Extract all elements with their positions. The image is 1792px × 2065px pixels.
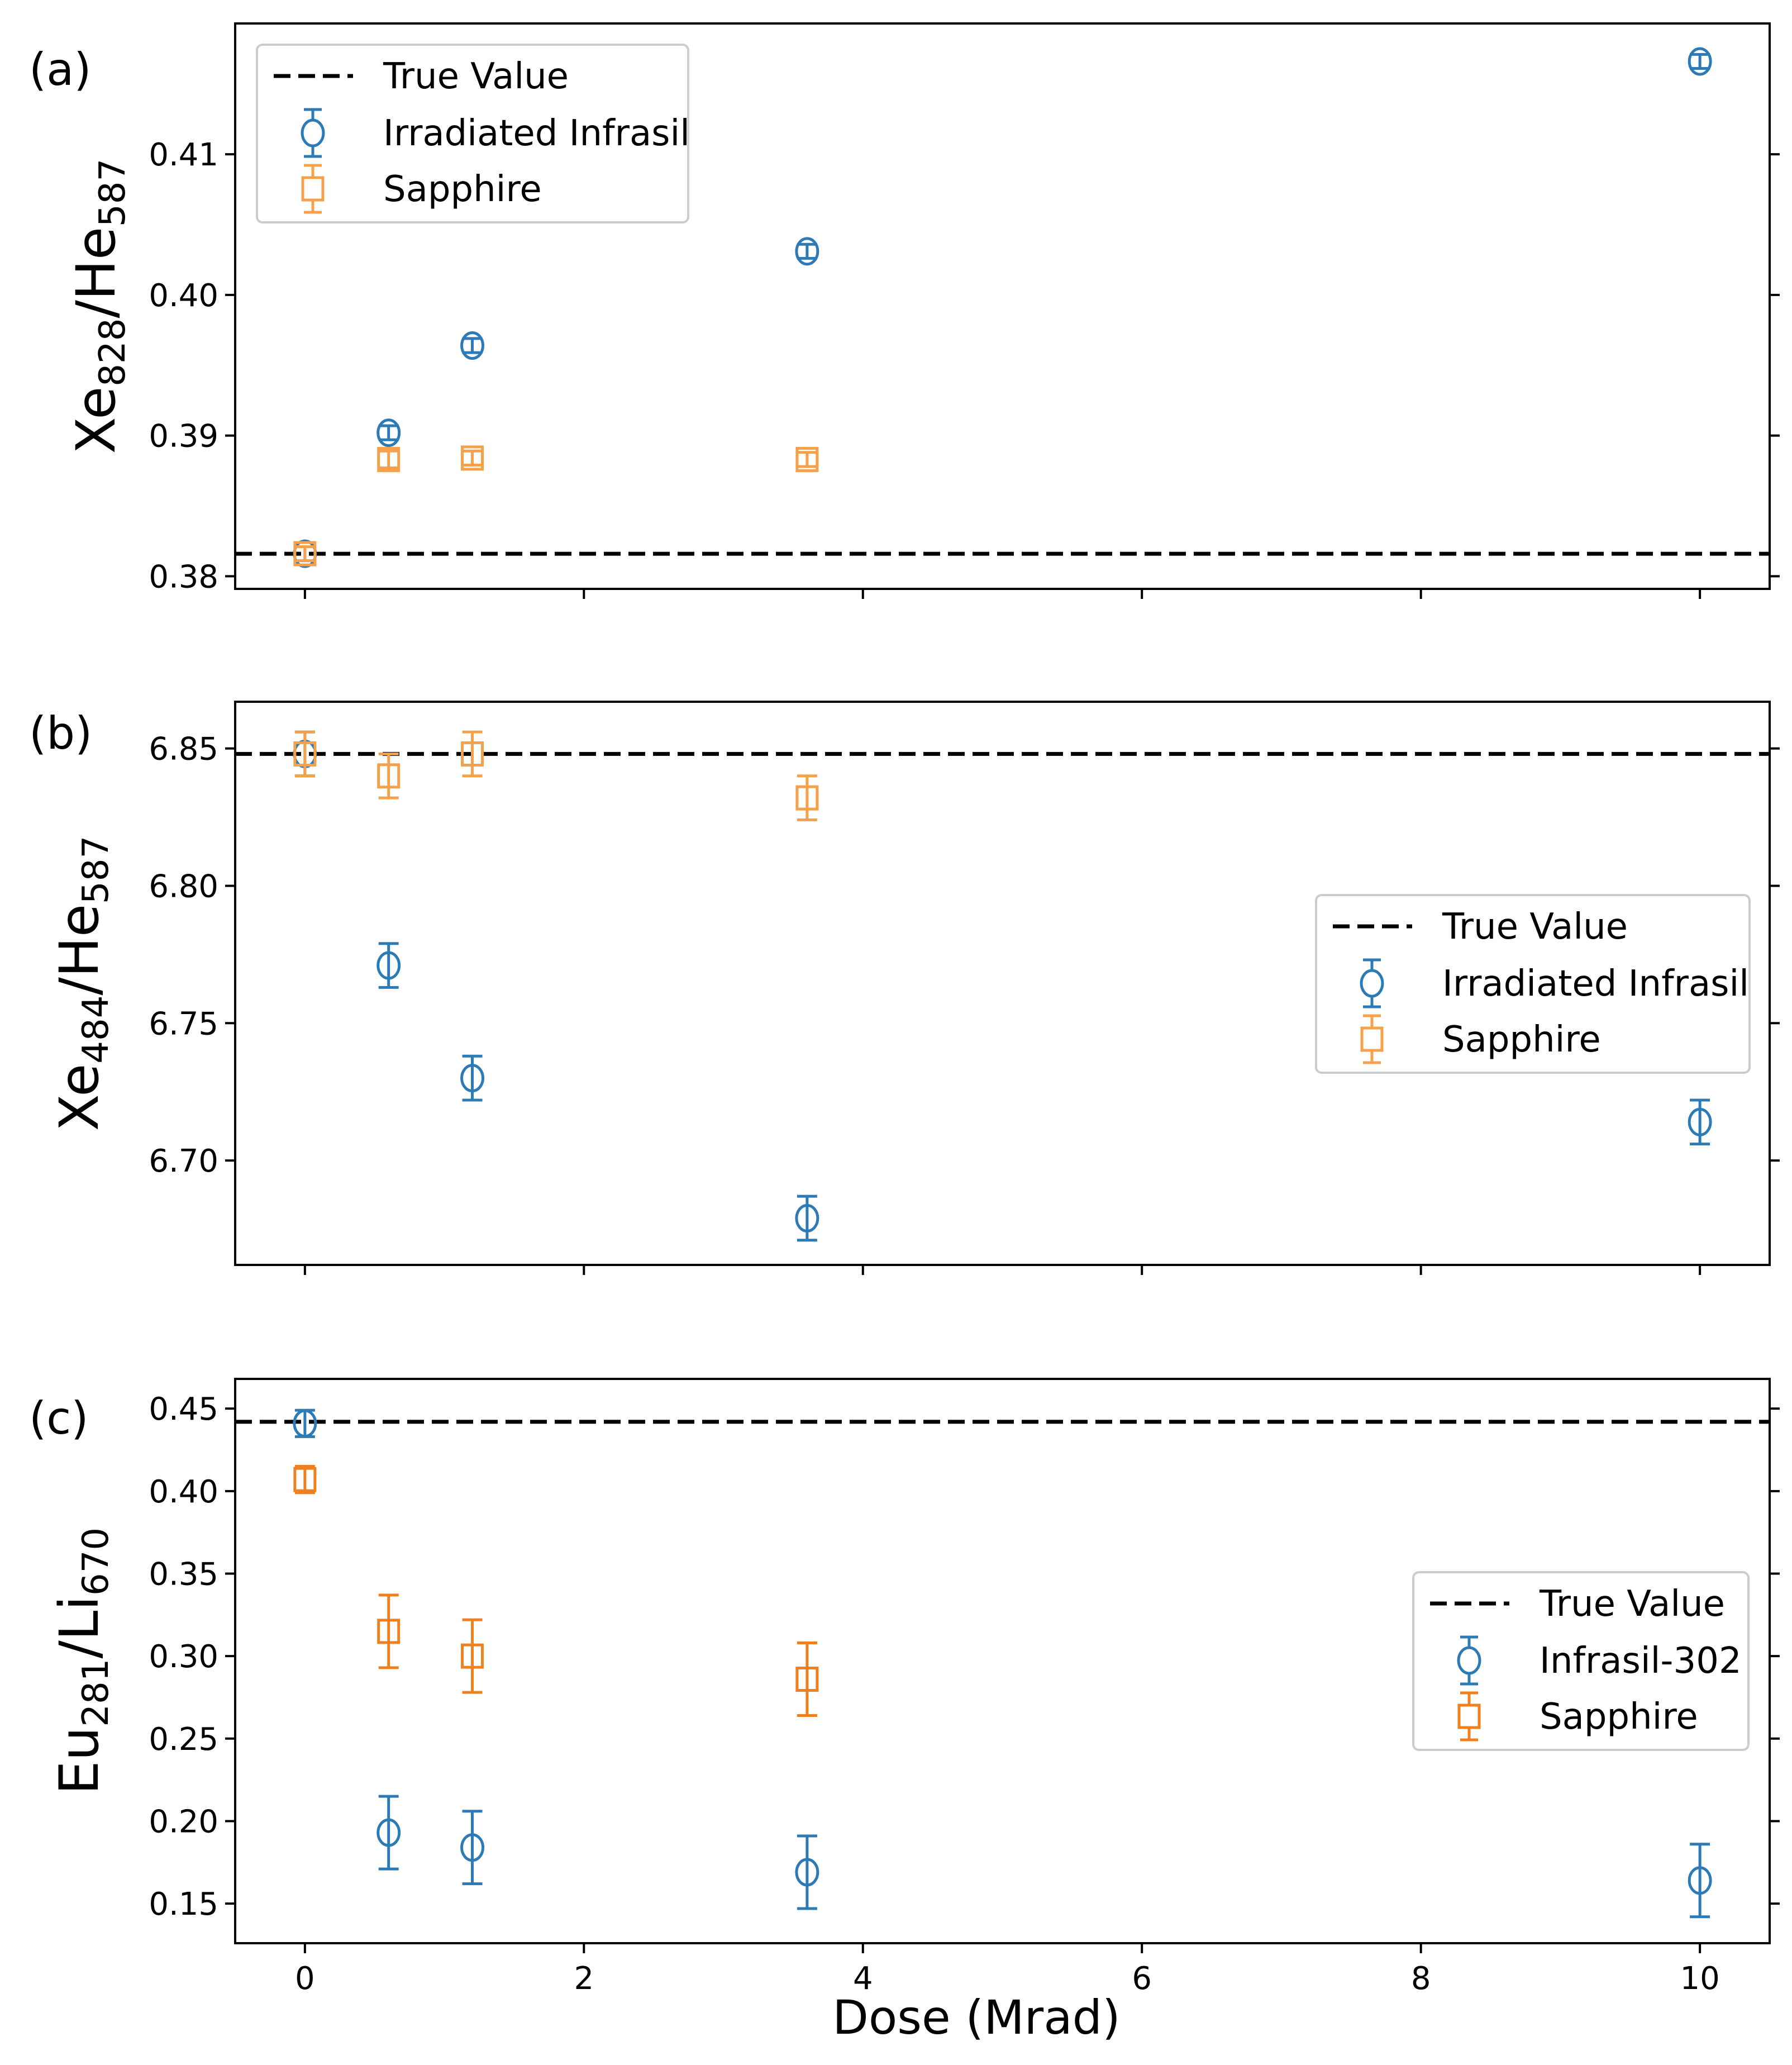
series-sapphire	[293, 730, 819, 821]
data-point-square	[293, 1467, 317, 1492]
data-point-circle	[460, 331, 485, 360]
data-point-circle	[376, 418, 401, 448]
legend: True Value Infrasil-302 Sapphire	[1412, 1571, 1750, 1751]
y-label-subscript: 587	[75, 836, 117, 904]
y-label-text: /He	[48, 904, 111, 996]
data-point-square	[377, 446, 401, 472]
legend-entry: Sapphire	[1540, 1696, 1698, 1738]
series-sapphire	[293, 1465, 819, 1717]
y-label-text: Xe	[65, 387, 127, 454]
legend: True Value Irradiated Infrasil Sapphire	[1315, 894, 1751, 1074]
y-axis-label: Xe484/He587	[48, 836, 117, 1131]
legend-box	[1315, 894, 1751, 1074]
y-tick-label: 0.30	[149, 1639, 218, 1675]
legend-box	[1412, 1571, 1750, 1751]
panel-label: (b)	[29, 707, 92, 759]
y-tick-label: 0.15	[149, 1886, 218, 1923]
y-label-subscript: 587	[92, 159, 134, 227]
data-point-square	[795, 1666, 819, 1692]
y-tick-label: 0.38	[149, 559, 218, 595]
y-tick-label: 0.20	[149, 1804, 218, 1840]
x-tick-label: 2	[574, 1961, 594, 1997]
legend-circle-symbol	[1457, 1646, 1481, 1675]
legend-entry: True Value	[1442, 906, 1628, 948]
legend-entry: True Value	[383, 56, 569, 97]
legend-circle-symbol	[301, 118, 325, 148]
legend-entry: Sapphire	[383, 169, 542, 210]
y-tick-label: 0.45	[149, 1391, 218, 1428]
data-point-square	[461, 1643, 484, 1669]
legend-square-symbol	[301, 176, 325, 202]
series-sapphire	[293, 445, 819, 567]
x-tick-label: 4	[853, 1961, 873, 1997]
data-point-circle	[293, 1409, 317, 1438]
data-point-square	[377, 763, 401, 789]
series-irradiated-infrasil	[293, 730, 1712, 1242]
y-label-text: Xe	[48, 1064, 111, 1131]
legend: True Value Irradiated Infrasil Sapphire	[256, 44, 690, 223]
data-point-circle	[795, 1858, 819, 1887]
y-tick-label: 0.40	[149, 1474, 218, 1510]
series-infrasil-302	[293, 1409, 1712, 1919]
legend-entry: True Value	[1539, 1583, 1725, 1625]
data-point-square	[795, 785, 819, 811]
data-point-circle	[1688, 1107, 1712, 1136]
data-point-circle	[1688, 47, 1712, 76]
legend-box	[256, 44, 689, 223]
y-tick-label: 6.70	[149, 1143, 218, 1179]
y-label-subscript: 484	[75, 996, 117, 1064]
data-point-square	[795, 446, 819, 472]
data-point-square	[461, 741, 484, 767]
data-point-circle	[795, 1203, 819, 1233]
legend-entry: Infrasil-302	[1540, 1640, 1742, 1682]
legend-circle-symbol	[1360, 969, 1384, 998]
y-label-text: Eu	[48, 1727, 111, 1795]
x-tick-label: 8	[1411, 1961, 1431, 1997]
legend-entry: Sapphire	[1442, 1019, 1601, 1060]
data-point-circle	[795, 237, 819, 266]
y-tick-label: 0.25	[149, 1721, 218, 1758]
y-axis-label: Xe828/He587	[65, 159, 134, 454]
axes-frame	[234, 1378, 1771, 1944]
y-tick-label: 0.40	[149, 278, 218, 314]
y-label-subscript: 828	[92, 318, 134, 387]
x-axis-label: Dose (Mrad)	[832, 1990, 1121, 2045]
y-label-text: /He	[65, 227, 127, 318]
x-tick-label: 6	[1132, 1961, 1152, 1997]
panel-c: (c) Eu281/Li670 0 2 4 6 8 10 0.15 0.20 0.25 0.30 0.3…	[29, 1378, 1780, 1997]
x-tick-label: 10	[1680, 1961, 1720, 1997]
legend-entry: Irradiated Infrasil	[383, 113, 690, 154]
y-tick-label: 0.35	[149, 1556, 218, 1592]
panel-label: (c)	[29, 1392, 88, 1444]
y-tick-label: 6.85	[149, 731, 218, 768]
data-point-circle	[376, 951, 401, 980]
y-tick-label: 0.41	[149, 137, 218, 173]
data-point-circle	[1688, 1866, 1712, 1895]
axes-frame	[234, 22, 1771, 590]
legend-square-symbol	[1360, 1026, 1384, 1052]
y-axis-label: Eu281/Li670	[48, 1528, 117, 1795]
y-tick-label: 6.80	[149, 868, 218, 905]
data-point-square	[293, 741, 317, 767]
panel-a: (a) Xe828/He587 0.38 0.39 0.40 0.41 True Value…	[29, 22, 1780, 599]
y-label-subscript: 670	[75, 1528, 117, 1596]
y-tick-label: 0.39	[149, 418, 218, 455]
data-point-circle	[376, 1818, 401, 1847]
data-point-square	[293, 541, 317, 567]
data-point-circle	[460, 1833, 485, 1862]
data-point-square	[461, 445, 484, 471]
y-label-subscript: 281	[75, 1659, 117, 1727]
legend-square-symbol	[1457, 1704, 1481, 1729]
y-label-text: /Li	[48, 1596, 111, 1659]
axes-frame	[234, 701, 1771, 1266]
legend-entry: Irradiated Infrasil	[1442, 963, 1749, 1005]
data-point-circle	[460, 1064, 485, 1093]
data-point-square	[377, 1619, 401, 1644]
panel-b: (b) Xe484/He587 6.70 6.75 6.80 6.85 True Value…	[29, 701, 1780, 1275]
panel-label: (a)	[29, 44, 91, 96]
x-tick-label: 0	[295, 1961, 315, 1997]
y-tick-label: 6.75	[149, 1006, 218, 1042]
